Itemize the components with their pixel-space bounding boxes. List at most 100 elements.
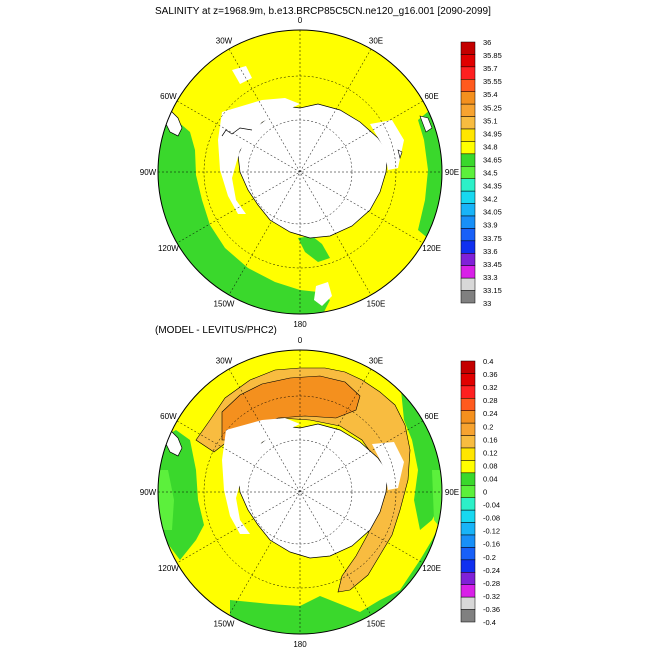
colorbar-swatch xyxy=(460,584,476,598)
colorbar-label: 34.05 xyxy=(483,208,502,217)
difference-map: 0 30E 60E 90E 120E 150E 180 150W 120W 90W 60W 30W xyxy=(140,336,459,647)
colorbar-label: 0.24 xyxy=(483,409,498,418)
longitude-label: 90E xyxy=(445,168,459,177)
longitude-label: 180 xyxy=(293,320,307,329)
colorbar-label: -0.32 xyxy=(483,592,500,601)
longitude-label: 150W xyxy=(214,620,235,629)
colorbar-swatch xyxy=(460,128,476,142)
map-border xyxy=(157,29,443,315)
longitude-label: 120W xyxy=(158,564,179,573)
difference-colorbar: 0.4 0.36 0.32 0.28 0.24 0.2 0.16 0.12 0.08 0.04 0 -… xyxy=(460,357,500,627)
colorbar-swatch xyxy=(460,253,476,266)
salinity-colorbar: 36 35.85 35.7 35.55 35.4 35.25 35.1 34.95 34.8 34… xyxy=(460,38,502,308)
longitude-label: 30W xyxy=(216,36,233,45)
longitude-label: 120E xyxy=(422,564,441,573)
green-region-east xyxy=(400,380,442,530)
longitude-label: 60W xyxy=(160,412,177,421)
colorbar-label: 35.1 xyxy=(483,116,498,125)
longitude-label: 60W xyxy=(160,92,177,101)
colorbar-label: 34.35 xyxy=(483,182,502,191)
green-region-east-deep xyxy=(432,470,442,530)
colorbar-swatch xyxy=(460,596,476,610)
colorbar-label: -0.4 xyxy=(483,618,496,627)
ice-shelf xyxy=(218,98,300,214)
ice-shelf xyxy=(372,442,404,490)
colorbar-swatch xyxy=(460,215,476,229)
colorbar-label: 35.25 xyxy=(483,103,502,112)
colorbar-swatch xyxy=(460,54,476,68)
colorbar-swatch xyxy=(460,277,476,291)
colorbar-swatch xyxy=(460,410,476,424)
map-title: SALINITY at z=1968.9m, b.e13.BRCP85C5CN.… xyxy=(155,6,491,17)
map-border xyxy=(157,349,443,635)
ice-shelf xyxy=(370,120,404,170)
colorbar-label: 33.75 xyxy=(483,234,502,243)
colorbar-swatch xyxy=(460,373,476,387)
longitude-label: 90E xyxy=(445,488,459,497)
antarctic-peninsula xyxy=(221,127,253,137)
colorbar-swatch xyxy=(460,265,476,279)
colorbar-swatch xyxy=(460,609,476,623)
missing-data-patch xyxy=(314,282,332,306)
colorbar-label: 35.55 xyxy=(483,77,502,86)
colorbar-swatch xyxy=(460,360,476,374)
colorbar-swatch xyxy=(460,178,476,192)
colorbar-label: 36 xyxy=(483,38,491,47)
green-region-west-deep xyxy=(158,470,174,530)
colorbar-swatch xyxy=(460,422,476,436)
colorbar-swatch xyxy=(460,398,476,411)
colorbar-label: 0.04 xyxy=(483,474,498,483)
colorbar-swatch xyxy=(460,572,476,585)
colorbar-label: 35.7 xyxy=(483,64,498,73)
colorbar-label: 33 xyxy=(483,299,491,308)
longitude-label: 150E xyxy=(367,300,386,309)
colorbar-swatch xyxy=(460,190,476,204)
colorbar-label: 0.12 xyxy=(483,448,498,457)
colorbar-label: 34.2 xyxy=(483,195,498,204)
colorbar-swatch xyxy=(460,547,476,561)
colorbar-label: -0.28 xyxy=(483,579,500,588)
colorbar-label: 0.4 xyxy=(483,357,493,366)
antarctica-landmass xyxy=(237,103,389,239)
colorbar-swatch xyxy=(460,435,476,449)
colorbar-swatch xyxy=(460,534,476,548)
colorbar-label: 0.32 xyxy=(483,383,498,392)
longitude-label: 90W xyxy=(140,488,157,497)
longitude-label: 90W xyxy=(140,168,157,177)
colorbar-swatch xyxy=(460,522,476,536)
colorbar-label: -0.24 xyxy=(483,566,500,575)
longitude-label: 30E xyxy=(369,36,383,45)
colorbar-label: -0.08 xyxy=(483,514,500,523)
colorbar-swatch xyxy=(460,228,476,242)
island xyxy=(397,149,403,160)
longitude-label: 0 xyxy=(298,16,303,25)
island xyxy=(419,115,433,133)
missing-data-patch xyxy=(232,66,252,84)
colorbar-label: -0.2 xyxy=(483,553,496,562)
ice-shelf xyxy=(222,418,300,534)
difference-map-title: (MODEL - LEVITUS/PHC2) xyxy=(155,325,277,336)
colorbar-swatch xyxy=(460,116,476,130)
colorbar-swatch xyxy=(460,472,476,486)
colorbar-label: 33.6 xyxy=(483,247,498,256)
longitude-label: 30E xyxy=(369,356,383,365)
longitude-label: 150E xyxy=(367,620,386,629)
colorbar-swatch xyxy=(460,385,476,399)
longitude-label: 0 xyxy=(298,336,303,345)
colorbar-label: 34.8 xyxy=(483,142,498,151)
colorbar-label: -0.36 xyxy=(483,605,500,614)
colorbar-label: 0.2 xyxy=(483,422,493,431)
colorbar-swatch xyxy=(460,497,476,511)
green-region-west xyxy=(158,120,330,314)
colorbar-swatch xyxy=(460,153,476,167)
colorbar-swatch xyxy=(460,559,476,573)
colorbar-label: 33.15 xyxy=(483,286,502,295)
colorbar-swatch xyxy=(460,103,476,117)
colorbar-label: -0.12 xyxy=(483,527,500,536)
colorbar-swatch xyxy=(460,203,476,217)
longitude-label: 60E xyxy=(424,92,438,101)
colorbar-swatch xyxy=(460,91,476,105)
colorbar-label: 0.36 xyxy=(483,370,498,379)
colorbar-label: 33.45 xyxy=(483,260,502,269)
colorbar-swatch xyxy=(460,166,476,179)
